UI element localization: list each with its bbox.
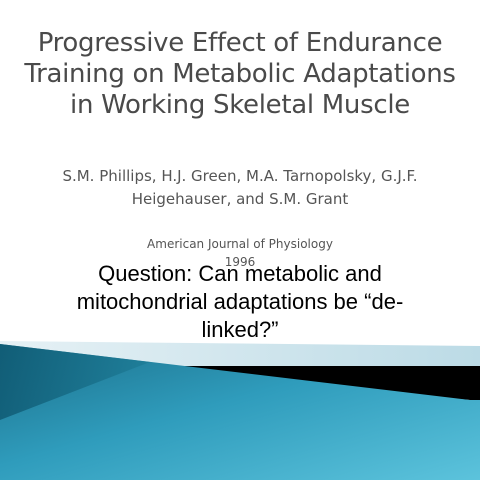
authors-list: S.M. Phillips, H.J. Green, M.A. Tarnopol… [62,167,418,208]
teal-dark-wedge [0,344,150,420]
teal-swoosh [0,344,480,480]
journal-name: American Journal of Physiology [147,237,333,251]
slide-title: Progressive Effect of Endurance Training… [24,28,456,120]
publication-year: 1996 [224,255,256,269]
research-question: Question: Can metabolic and mitochondria… [76,261,404,342]
